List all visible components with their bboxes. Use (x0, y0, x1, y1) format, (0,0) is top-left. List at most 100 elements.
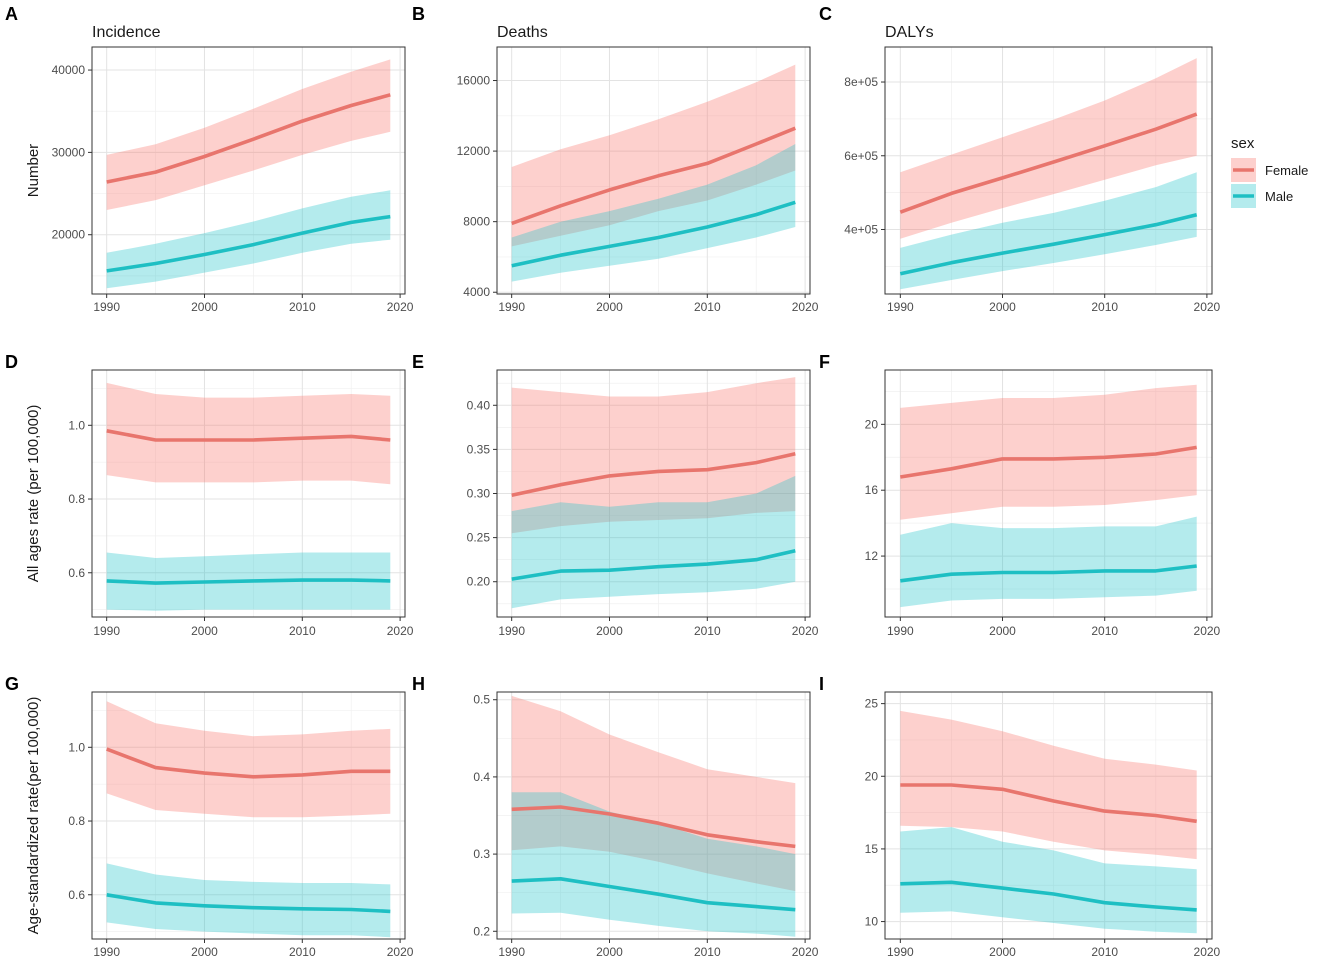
x-tick-label: 2020 (387, 300, 414, 314)
female-series-line (106, 93, 391, 184)
plot-content (92, 692, 405, 939)
plot-area (92, 47, 405, 294)
x-tick-label: 2020 (792, 945, 819, 959)
x-tick-label: 1990 (93, 945, 120, 959)
female-uncertainty-band (900, 58, 1197, 239)
y-axis-label: Number (25, 144, 42, 197)
panel-border (884, 46, 1213, 295)
panel-border (496, 46, 811, 295)
x-tick-label: 1990 (93, 624, 120, 638)
male-series-line (900, 564, 1197, 583)
y-tick-label: 8e+05 (844, 75, 878, 89)
y-axis-label: Age-standardized rate(per 100,000) (25, 697, 42, 935)
female-series-line (106, 747, 391, 779)
x-tick-label: 1990 (887, 945, 914, 959)
y-tick-label: 4000 (463, 285, 490, 299)
female-series-line (899, 112, 1198, 214)
female-series-line (511, 805, 796, 849)
x-tick-label: 1990 (93, 300, 120, 314)
female-uncertainty-band (900, 710, 1197, 860)
x-tick-label: 2020 (387, 945, 414, 959)
y-tick-label: 0.40 (467, 398, 491, 412)
male-series-line (511, 549, 796, 581)
panel-letter: E (412, 352, 424, 372)
male-uncertainty-band (900, 516, 1197, 608)
plot-content (92, 47, 405, 294)
panel-letter: C (819, 4, 832, 24)
y-tick-label: 0.3 (473, 847, 490, 861)
y-tick-label: 1.0 (68, 418, 85, 432)
plot-content (92, 370, 405, 617)
x-tick-label: 2010 (289, 945, 316, 959)
x-tick-label: 2010 (694, 300, 721, 314)
panel-g: 1990 2000 2010 2020 0.6 0.8 1.0 G Age-standardiz… (5, 674, 414, 959)
plot-area (92, 692, 405, 939)
x-tick-label: 2000 (989, 300, 1016, 314)
panel-border (91, 369, 406, 618)
plot-content (497, 47, 810, 294)
x-tick-label: 2000 (989, 945, 1016, 959)
male-series-line (106, 578, 391, 585)
female-uncertainty-band (106, 701, 391, 818)
x-tick-label: 2010 (289, 300, 316, 314)
x-tick-label: 2010 (694, 945, 721, 959)
panel-letter: A (5, 4, 18, 24)
female-series-line (106, 429, 391, 442)
plot-area (92, 370, 405, 617)
y-tick-label: 15 (865, 842, 879, 856)
panel-border (91, 46, 406, 295)
panel-border (884, 691, 1213, 940)
y-tick-label: 1.0 (68, 740, 85, 754)
plot-content (885, 692, 1212, 939)
legend: sex Female Male (1231, 135, 1308, 208)
x-tick-label: 2000 (596, 945, 623, 959)
x-tick-label: 2000 (191, 300, 218, 314)
male-uncertainty-band (511, 792, 796, 937)
female-uncertainty-band (511, 64, 796, 247)
x-tick-label: 2010 (1091, 300, 1118, 314)
male-uncertainty-band (511, 144, 796, 282)
y-tick-label: 20 (865, 769, 879, 783)
panel-b: 1990 2000 2010 2020 4000 8000 12000 16000 B Death… (412, 4, 819, 314)
female-series-line (900, 783, 1197, 824)
plot-content (497, 370, 810, 617)
y-tick-label: 8000 (463, 215, 490, 229)
y-tick-label: 12 (865, 549, 879, 563)
x-tick-label: 2020 (792, 300, 819, 314)
x-tick-label: 2000 (191, 945, 218, 959)
x-tick-label: 2010 (289, 624, 316, 638)
female-series-line (511, 452, 796, 498)
y-tick-label: 0.6 (68, 888, 85, 902)
y-tick-label: 4e+05 (844, 222, 878, 236)
x-tick-label: 2020 (1194, 945, 1221, 959)
plot-area (497, 47, 810, 294)
female-series-line (511, 126, 796, 226)
x-tick-label: 2000 (596, 300, 623, 314)
panel-a: 1990 2000 2010 2020 20000 30000 40000 A Incidenc… (5, 4, 414, 314)
x-tick-label: 2020 (387, 624, 414, 638)
y-tick-label: 0.2 (473, 924, 490, 938)
x-tick-label: 2010 (1091, 945, 1118, 959)
panel-title: Deaths (497, 24, 548, 41)
panel-d: 1990 2000 2010 2020 0.6 0.8 1.0 D All ages rate … (5, 352, 414, 638)
y-tick-label: 10 (865, 915, 879, 929)
panel-c: 1990 2000 2010 2020 4e+05 6e+05 8e+05 C DALYs (819, 4, 1221, 314)
panel-letter: B (412, 4, 425, 24)
y-tick-label: 0.8 (68, 814, 85, 828)
x-tick-label: 2020 (1194, 300, 1221, 314)
y-tick-label: 0.6 (68, 566, 85, 580)
panel-border (496, 691, 811, 940)
x-tick-label: 2010 (694, 624, 721, 638)
y-tick-label: 0.8 (68, 492, 85, 506)
panel-title: DALYs (885, 24, 934, 41)
y-tick-label: 25 (865, 697, 879, 711)
panel-i: 1990 2000 2010 2020 10 15 20 25 I (819, 674, 1221, 959)
male-series-line (511, 200, 796, 268)
male-uncertainty-band (106, 190, 391, 289)
male-series-line (900, 880, 1197, 912)
panel-e: 1990 2000 2010 2020 0.20 0.25 0.30 0.35 0.40 E (412, 352, 819, 638)
panel-letter: D (5, 352, 18, 372)
y-tick-label: 16000 (457, 74, 491, 88)
panel-letter: H (412, 674, 425, 694)
